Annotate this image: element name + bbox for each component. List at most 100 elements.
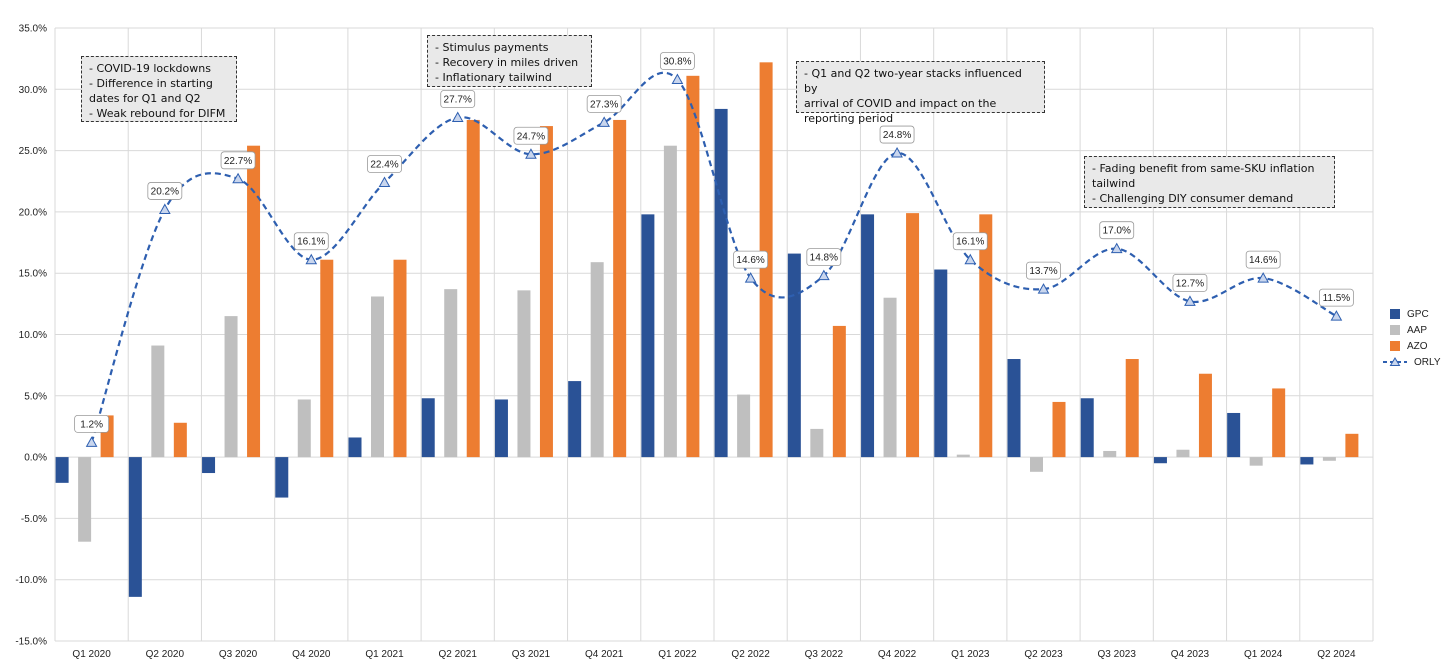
axes-layer: -15.0% -10.0% -5.0% 0.0% 5.0% 10.0% 15.0% 20.0%…	[15, 24, 1356, 661]
orly-data-label-box	[513, 126, 549, 145]
bar-gpc	[1007, 359, 1021, 458]
orly-marker	[451, 111, 464, 122]
legend-label: GPC	[1407, 308, 1429, 320]
orly-data-label: 14.6%	[1249, 255, 1277, 266]
annotation-two-year-stacks: - Q1 and Q2 two-year stacks influenced b…	[796, 61, 1045, 125]
annotation-stimulus: - Stimulus payments - Recovery in miles …	[427, 35, 592, 87]
annotation-line: reporting period	[804, 112, 894, 125]
bar-aap	[151, 345, 165, 458]
orly-marker	[817, 269, 830, 281]
orly-marker	[1184, 295, 1196, 306]
orly-marker	[744, 272, 757, 283]
bar-gpc	[1153, 457, 1167, 464]
grid-layer	[54, 27, 1374, 642]
x-tick-label: Q3 2022	[805, 649, 844, 660]
orly-data-label-box	[74, 414, 110, 433]
x-tick-label: Q1 2021	[365, 649, 404, 660]
data-labels-layer: 1.2% 20.2% 22.7% 16.1% 22.4% 27.7% 24.7% 27.3% 3…	[74, 52, 1354, 433]
x-tick-label: Q2 2021	[439, 649, 478, 660]
bar-gpc	[641, 214, 655, 458]
annotation-line: - Q1 and Q2 two-year stacks influenced b…	[804, 67, 1026, 95]
bar-gpc	[1227, 412, 1241, 458]
bar-azo	[832, 325, 846, 458]
orly-data-label-box	[806, 248, 842, 267]
annotation-line: - Stimulus payments	[435, 41, 549, 54]
bar-gpc	[714, 108, 728, 458]
bar-azo	[320, 259, 334, 458]
legend-swatch-gpc	[1390, 309, 1400, 319]
orly-data-label-box	[220, 151, 256, 170]
legend-swatch-aap	[1390, 325, 1400, 335]
y-tick-label: 10.0%	[19, 330, 47, 341]
bar-azo	[1198, 373, 1212, 458]
orly-marker	[964, 253, 977, 265]
bar-azo	[1272, 388, 1286, 458]
bar-aap	[224, 316, 238, 458]
legend-item-gpc: GPC	[1390, 306, 1441, 322]
legend-label: AZO	[1407, 340, 1428, 352]
bar-azo	[173, 422, 187, 458]
orly-data-label-box	[1318, 288, 1354, 307]
legend: GPC AAP AZO ORLY	[1383, 306, 1441, 370]
orly-data-label: 14.8%	[810, 253, 838, 264]
annotation-line: arrival of COVID and impact on the	[804, 97, 997, 110]
x-tick-label: Q4 2022	[878, 649, 917, 660]
legend-item-aap: AAP	[1390, 322, 1441, 338]
y-tick-label: 25.0%	[19, 146, 47, 157]
orly-marker	[1037, 283, 1050, 294]
bar-aap	[810, 428, 824, 458]
orly-data-label-box	[659, 52, 695, 70]
orly-data-label-box	[586, 95, 622, 113]
bar-gpc	[275, 457, 289, 498]
bar-aap	[78, 457, 92, 542]
orly-data-label: 14.6%	[736, 255, 764, 266]
bar-aap	[1176, 449, 1190, 458]
orly-marker	[378, 176, 391, 187]
legend-item-orly: ORLY	[1383, 354, 1441, 370]
y-tick-label: 20.0%	[19, 207, 47, 218]
orly-data-label: 24.7%	[517, 131, 545, 142]
orly-marker	[1110, 242, 1123, 254]
legend-label: AAP	[1407, 324, 1428, 336]
orly-data-label: 20.2%	[151, 186, 179, 197]
bar-aap	[590, 262, 604, 458]
bar-gpc	[421, 398, 435, 458]
bar-azo	[393, 259, 407, 458]
orly-data-label: 12.7%	[1176, 278, 1204, 289]
bar-gpc	[202, 457, 216, 474]
annotation-line: - Challenging DIY consumer demand	[1092, 192, 1294, 205]
x-tick-label: Q1 2022	[658, 649, 697, 660]
bar-azo	[466, 119, 480, 458]
bar-gpc	[494, 399, 508, 458]
bar-azo	[539, 126, 553, 458]
x-tick-label: Q3 2023	[1098, 649, 1137, 660]
bar-azo	[686, 75, 700, 458]
bar-aap	[517, 290, 531, 458]
orly-data-label-box	[1245, 250, 1281, 269]
orly-data-label: 30.8%	[663, 56, 691, 67]
annotation-fading-benefit: - Fading benefit from same-SKU inflation…	[1084, 156, 1335, 208]
bar-aap	[1103, 450, 1117, 458]
x-tick-label: Q2 2024	[1317, 649, 1356, 660]
orly-marker	[158, 203, 171, 214]
x-tick-label: Q4 2021	[585, 649, 624, 660]
bar-aap	[1030, 457, 1043, 472]
bar-aap	[444, 289, 458, 458]
legend-label: ORLY	[1414, 356, 1441, 368]
annotation-line: - Inflationary tailwind	[435, 71, 552, 84]
orly-marker	[1330, 310, 1343, 321]
x-tick-label: Q1 2024	[1244, 649, 1283, 660]
orly-marker	[232, 172, 244, 184]
annotation-line: - Fading benefit from same-SKU inflation	[1092, 162, 1315, 175]
orly-marker	[85, 436, 98, 447]
y-tick-label: -10.0%	[15, 575, 47, 586]
x-tick-label: Q2 2023	[1024, 649, 1063, 660]
x-tick-label: Q3 2020	[219, 649, 258, 660]
bar-aap	[956, 454, 970, 458]
annotation-line: - Recovery in miles driven	[435, 56, 579, 69]
bar-azo	[979, 214, 993, 458]
bars-layer	[55, 62, 1359, 597]
orly-data-label-box	[733, 250, 769, 269]
orly-marker	[671, 73, 684, 84]
bar-gpc	[1080, 398, 1094, 458]
